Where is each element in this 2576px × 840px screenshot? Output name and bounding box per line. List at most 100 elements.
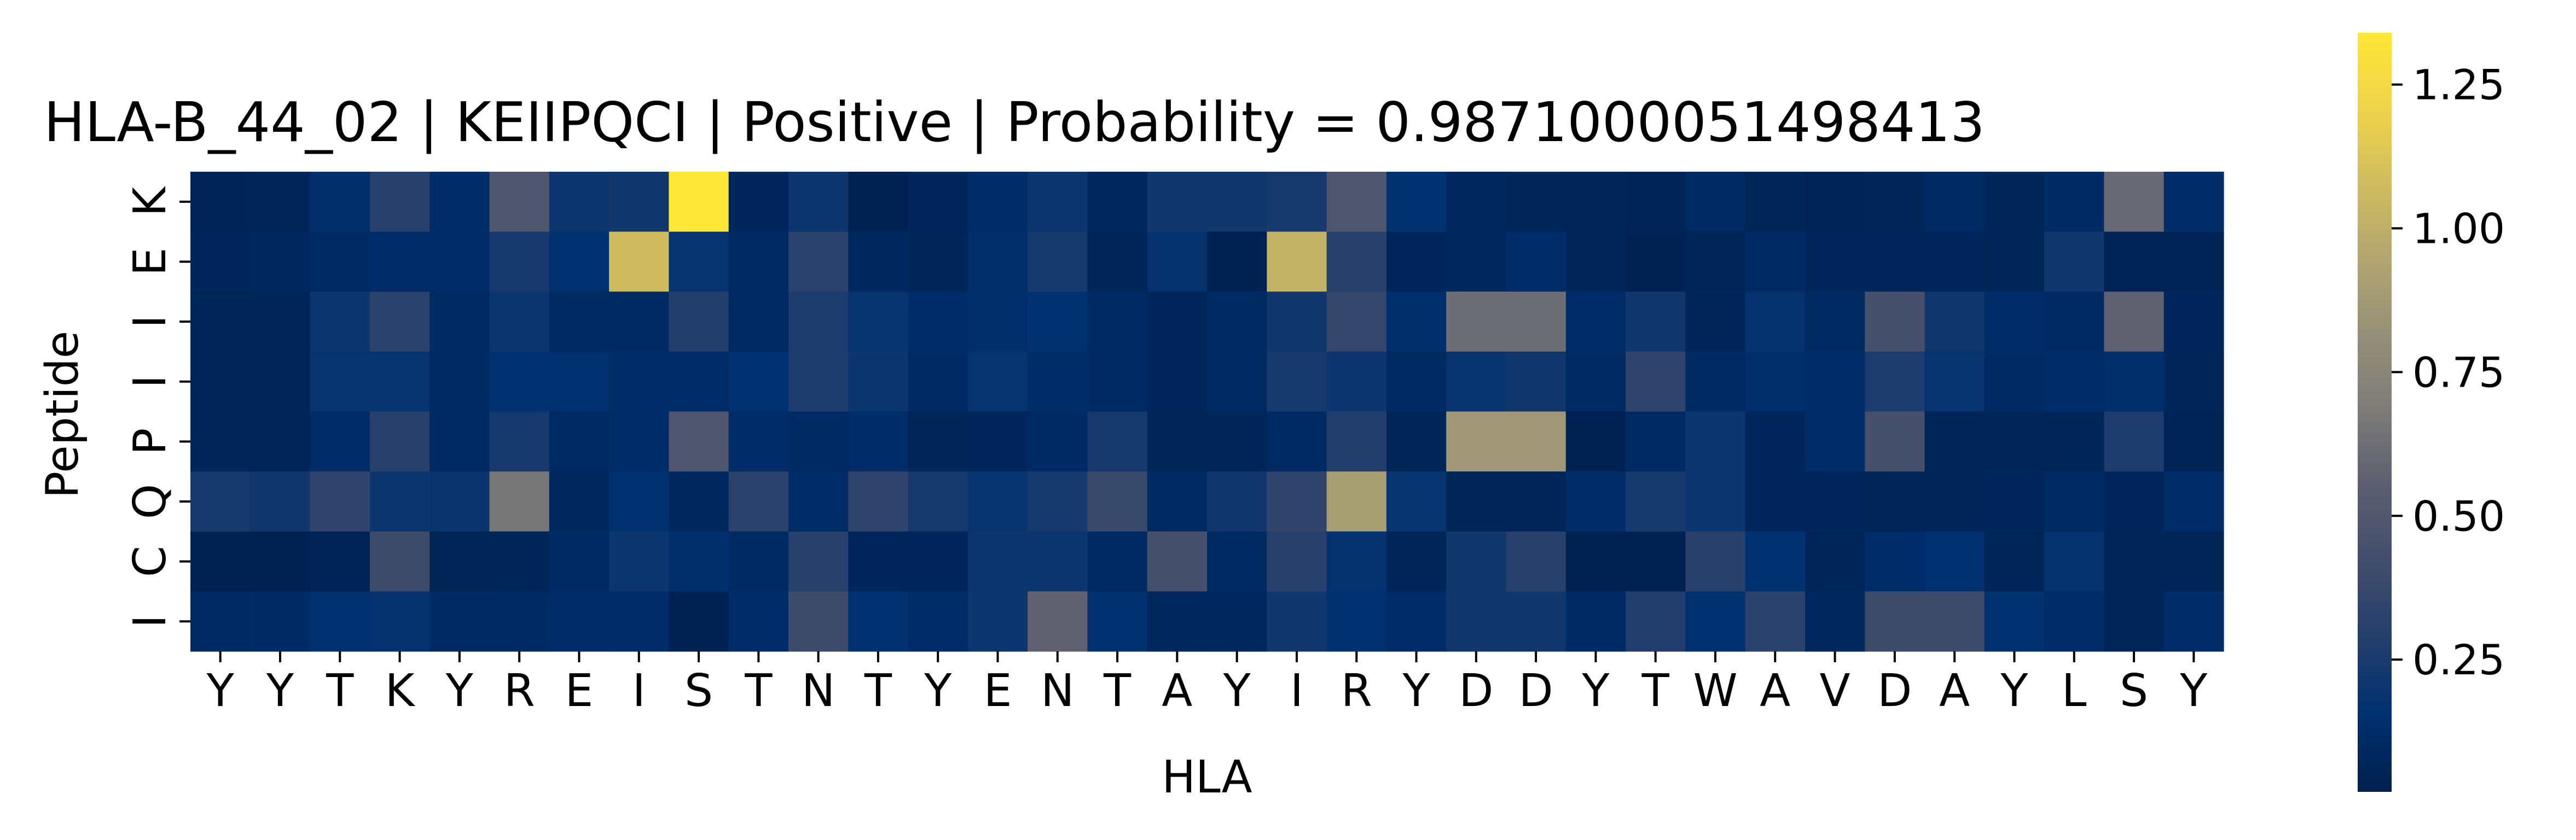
heatmap-cell bbox=[848, 591, 909, 652]
heatmap-cell bbox=[609, 351, 669, 412]
heatmap-cell bbox=[1865, 471, 1925, 532]
y-axis-ticks: K E I I P QC I bbox=[124, 186, 190, 628]
heatmap-cell bbox=[1626, 471, 1686, 532]
heatmap-cell bbox=[1087, 591, 1148, 652]
heatmap-cell bbox=[788, 351, 849, 412]
heatmap-cell bbox=[1506, 172, 1567, 232]
x-tick-label: T bbox=[326, 665, 354, 717]
heatmap-cell bbox=[250, 471, 311, 532]
heatmap-cell bbox=[1267, 591, 1327, 652]
heatmap-cell bbox=[430, 351, 490, 412]
heatmap-cell bbox=[1984, 172, 2045, 232]
heatmap-cell bbox=[250, 231, 311, 292]
x-tick-label: E bbox=[565, 665, 594, 717]
heatmap-cell bbox=[728, 591, 789, 652]
heatmap-cell bbox=[1745, 291, 1806, 352]
heatmap-cell bbox=[728, 411, 789, 472]
heatmap-cell bbox=[489, 471, 550, 532]
heatmap-cell bbox=[1745, 172, 1806, 232]
heatmap-cell bbox=[1207, 291, 1267, 352]
heatmap-cell bbox=[1865, 351, 1925, 412]
heatmap-cell bbox=[1865, 411, 1925, 472]
heatmap-cell bbox=[2163, 231, 2224, 292]
heatmap-cell bbox=[369, 351, 430, 412]
heatmap-cell bbox=[489, 351, 550, 412]
heatmap-cell bbox=[967, 411, 1028, 472]
heatmap-cell bbox=[1147, 591, 1208, 652]
x-tick-label: T bbox=[1641, 665, 1670, 717]
heatmap-cell bbox=[1924, 531, 1985, 592]
heatmap-cell bbox=[1207, 531, 1267, 592]
heatmap-cell bbox=[1028, 172, 1088, 232]
heatmap-cell bbox=[728, 172, 789, 232]
heatmap-cell bbox=[489, 172, 550, 232]
heatmap-cell bbox=[2163, 291, 2224, 352]
heatmap-cell bbox=[1924, 172, 1985, 232]
heatmap-cell bbox=[430, 531, 490, 592]
heatmap-cell bbox=[250, 591, 311, 652]
y-tick-label: I bbox=[124, 315, 176, 328]
heatmap-cell bbox=[1685, 531, 1746, 592]
heatmap-cell bbox=[669, 351, 729, 412]
heatmap-cell bbox=[1446, 172, 1507, 232]
heatmap-cell bbox=[1386, 471, 1447, 532]
y-tick-label: I bbox=[124, 615, 176, 628]
heatmap-cell bbox=[190, 591, 251, 652]
x-tick-label: K bbox=[385, 665, 416, 717]
heatmap-cell bbox=[1267, 411, 1327, 472]
heatmap-cell bbox=[1506, 411, 1567, 472]
heatmap-cell bbox=[549, 411, 610, 472]
x-tick-label: D bbox=[1459, 665, 1493, 717]
heatmap-cell bbox=[1924, 291, 1985, 352]
heatmap-cell bbox=[1087, 411, 1148, 472]
heatmap-cell bbox=[310, 591, 370, 652]
colorbar-tick-label: 0.75 bbox=[2412, 348, 2505, 396]
heatmap-cell bbox=[788, 231, 849, 292]
heatmap-cell bbox=[728, 531, 789, 592]
heatmap-cell bbox=[1984, 351, 2045, 412]
heatmap-cell bbox=[1805, 172, 1865, 232]
heatmap-cell bbox=[1087, 291, 1148, 352]
heatmap-cell bbox=[430, 591, 490, 652]
heatmap-cell bbox=[1924, 471, 1985, 532]
heatmap-cell bbox=[1147, 531, 1208, 592]
heatmap-cell bbox=[489, 591, 550, 652]
heatmap-cell bbox=[369, 591, 430, 652]
heatmap-cell bbox=[2163, 531, 2224, 592]
x-tick-label: Y bbox=[2000, 665, 2028, 717]
heatmap-cell bbox=[1565, 531, 1626, 592]
colorbar-ticks: 0.25 0.50 0.75 1.00 1.25 bbox=[2392, 61, 2505, 684]
heatmap-cell bbox=[908, 531, 968, 592]
heatmap-cell bbox=[1685, 231, 1746, 292]
heatmap-cell bbox=[1506, 591, 1567, 652]
heatmap-cell bbox=[669, 231, 729, 292]
heatmap-cell bbox=[430, 411, 490, 472]
x-tick-label: V bbox=[1820, 665, 1850, 717]
heatmap-cell bbox=[788, 172, 849, 232]
x-tick-label: R bbox=[504, 665, 535, 717]
heatmap-cell bbox=[908, 291, 968, 352]
heatmap-cell bbox=[848, 291, 909, 352]
heatmap-cell bbox=[1147, 351, 1208, 412]
heatmap-cell bbox=[669, 531, 729, 592]
heatmap-cell bbox=[848, 351, 909, 412]
heatmap-cell bbox=[310, 172, 370, 232]
heatmap-cell bbox=[1087, 531, 1148, 592]
heatmap-cell bbox=[310, 351, 370, 412]
heatmap-cell bbox=[1805, 351, 1865, 412]
heatmap-cell bbox=[1924, 231, 1985, 292]
heatmap-cell bbox=[1506, 471, 1567, 532]
heatmap-cell bbox=[967, 291, 1028, 352]
heatmap-cell bbox=[2163, 591, 2224, 652]
heatmap-cell bbox=[1865, 531, 1925, 592]
heatmap-cell bbox=[1805, 411, 1865, 472]
heatmap-cell bbox=[549, 531, 610, 592]
heatmap-cell bbox=[848, 172, 909, 232]
heatmap-cell bbox=[609, 591, 669, 652]
heatmap-cell bbox=[1446, 471, 1507, 532]
heatmap-cell bbox=[1386, 172, 1447, 232]
heatmap-cell bbox=[2044, 411, 2105, 472]
heatmap-cell bbox=[1745, 351, 1806, 412]
